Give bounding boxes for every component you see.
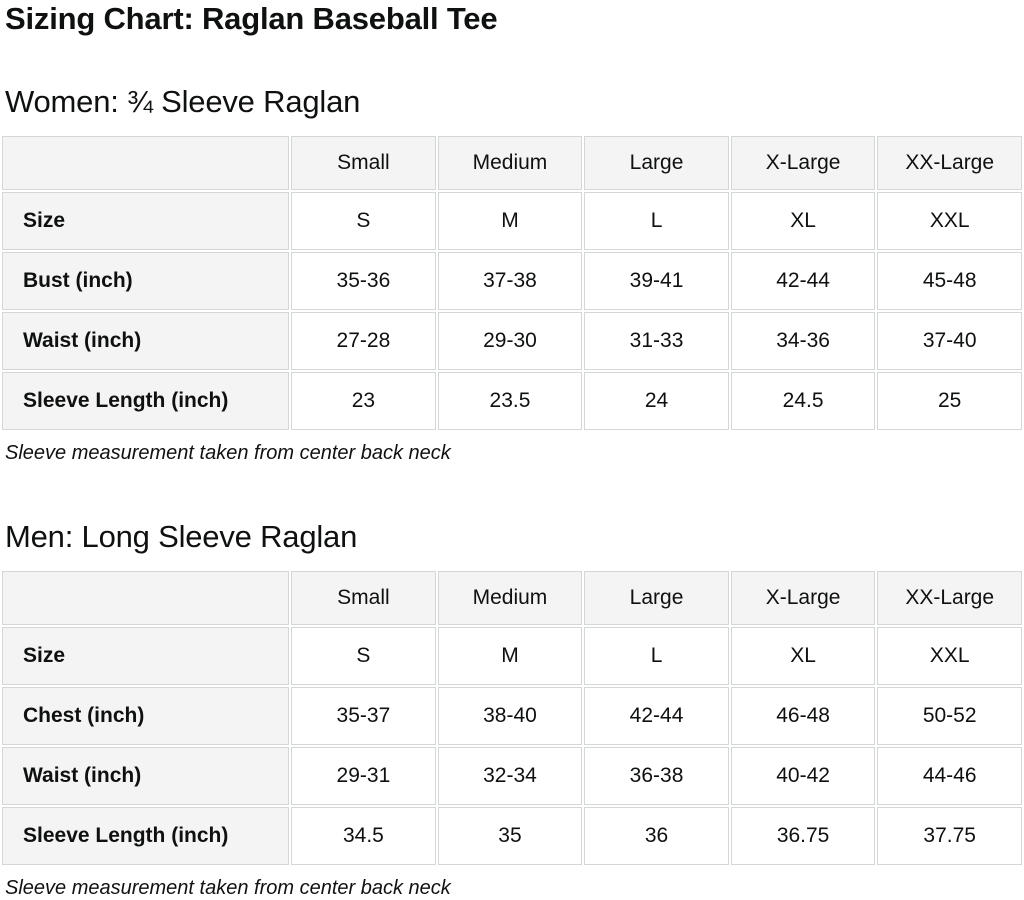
table-cell: L	[584, 192, 729, 250]
table-cell: 50-52	[877, 687, 1022, 745]
corner-cell	[2, 136, 290, 190]
row-label: Size	[2, 627, 290, 685]
row-label: Sleeve Length (inch)	[2, 807, 290, 865]
table-cell: 38-40	[437, 687, 583, 745]
column-header: X-Large	[730, 571, 876, 625]
table-cell: XL	[730, 192, 876, 250]
table-row: Size S M L XL XXL	[2, 192, 1022, 250]
table-cell: 35-37	[291, 687, 436, 745]
column-header: Small	[291, 136, 436, 190]
row-label: Sleeve Length (inch)	[2, 372, 290, 430]
table-cell: 29-31	[291, 747, 436, 805]
table-cell: 37-40	[877, 312, 1022, 370]
table-row: Bust (inch) 35-36 37-38 39-41 42-44 45-48	[2, 252, 1022, 310]
men-header-row: Small Medium Large X-Large XX-Large	[2, 571, 1022, 625]
women-size-table: Small Medium Large X-Large XX-Large Size S M L X…	[0, 134, 1024, 432]
table-cell: 24	[584, 372, 729, 430]
men-size-table: Small Medium Large X-Large XX-Large Size S M L X…	[0, 569, 1024, 867]
column-header: XX-Large	[877, 571, 1022, 625]
table-cell: 32-34	[437, 747, 583, 805]
table-cell: 36-38	[584, 747, 729, 805]
column-header: Medium	[437, 571, 583, 625]
corner-cell	[2, 571, 290, 625]
table-cell: 40-42	[730, 747, 876, 805]
table-cell: 45-48	[877, 252, 1022, 310]
table-cell: XXL	[877, 627, 1022, 685]
table-cell: 46-48	[730, 687, 876, 745]
table-cell: 34-36	[730, 312, 876, 370]
table-row: Sleeve Length (inch) 23 23.5 24 24.5 25	[2, 372, 1022, 430]
column-header: Large	[584, 136, 729, 190]
table-cell: 34.5	[291, 807, 436, 865]
table-cell: S	[291, 627, 436, 685]
table-cell: 37-38	[437, 252, 583, 310]
table-row: Chest (inch) 35-37 38-40 42-44 46-48 50-52	[2, 687, 1022, 745]
women-header-row: Small Medium Large X-Large XX-Large	[2, 136, 1022, 190]
table-cell: 44-46	[877, 747, 1022, 805]
table-cell: 29-30	[437, 312, 583, 370]
column-header: X-Large	[730, 136, 876, 190]
section-women: Women: ¾ Sleeve Raglan Small Medium Large X…	[0, 84, 1024, 465]
table-row: Size S M L XL XXL	[2, 627, 1022, 685]
table-cell: XL	[730, 627, 876, 685]
column-header: Medium	[437, 136, 583, 190]
table-cell: 37.75	[877, 807, 1022, 865]
table-cell: 23	[291, 372, 436, 430]
table-cell: 31-33	[584, 312, 729, 370]
table-cell: L	[584, 627, 729, 685]
table-row: Waist (inch) 29-31 32-34 36-38 40-42 44-46	[2, 747, 1022, 805]
sleeve-note-women: Sleeve measurement taken from center bac…	[5, 442, 451, 464]
table-cell: 23.5	[437, 372, 583, 430]
table-row: Waist (inch) 27-28 29-30 31-33 34-36 37-40	[2, 312, 1022, 370]
table-cell: 36	[584, 807, 729, 865]
table-cell: 36.75	[730, 807, 876, 865]
column-header: XX-Large	[877, 136, 1022, 190]
table-cell: 35	[437, 807, 583, 865]
column-header: Small	[291, 571, 436, 625]
sleeve-note-men: Sleeve measurement taken from center bac…	[5, 877, 451, 899]
table-cell: 42-44	[730, 252, 876, 310]
row-label: Chest (inch)	[2, 687, 290, 745]
table-cell: 27-28	[291, 312, 436, 370]
column-header: Large	[584, 571, 729, 625]
row-label: Waist (inch)	[2, 312, 290, 370]
section-men: Men: Long Sleeve Raglan Small Medium Large…	[0, 519, 1024, 900]
row-label: Bust (inch)	[2, 252, 290, 310]
table-row: Sleeve Length (inch) 34.5 35 36 36.75 37.75	[2, 807, 1022, 865]
table-cell: 35-36	[291, 252, 436, 310]
page-title: Sizing Chart: Raglan Baseball Tee	[5, 1, 498, 36]
table-cell: 39-41	[584, 252, 729, 310]
table-cell: S	[291, 192, 436, 250]
section-heading-men: Men: Long Sleeve Raglan	[5, 519, 358, 554]
table-cell: 25	[877, 372, 1022, 430]
table-cell: XXL	[877, 192, 1022, 250]
row-label: Size	[2, 192, 290, 250]
table-cell: 42-44	[584, 687, 729, 745]
section-heading-women: Women: ¾ Sleeve Raglan	[5, 84, 361, 119]
table-cell: M	[437, 627, 583, 685]
table-cell: 24.5	[730, 372, 876, 430]
row-label: Waist (inch)	[2, 747, 290, 805]
table-cell: M	[437, 192, 583, 250]
